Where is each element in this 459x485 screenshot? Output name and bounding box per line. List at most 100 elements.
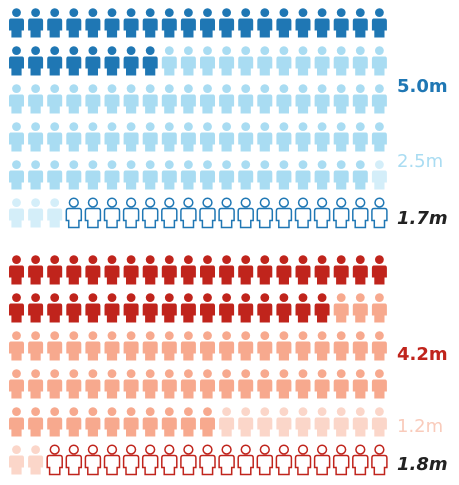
person-icon-g1-70 <box>200 369 215 399</box>
person-icon-g1-41 <box>28 331 44 361</box>
person-icon-g0-91 <box>219 160 235 190</box>
person-icon-g1-18 <box>352 255 368 285</box>
person-icon-g0-106 <box>122 197 140 229</box>
person-icon-g0-27 <box>142 46 158 76</box>
person-icon-g1-65 <box>104 369 120 399</box>
person-icon-g1-0 <box>9 255 24 285</box>
person-icon-g0-100 <box>9 198 24 228</box>
person-icon-g0-57 <box>333 84 349 114</box>
person-icon-g1-113 <box>256 444 274 476</box>
person-icon-g1-96 <box>314 407 330 437</box>
person-icon-g0-54 <box>276 84 292 114</box>
person-icon-g0-41 <box>28 84 44 114</box>
person-icon-g1-101 <box>28 445 44 475</box>
person-icon-g0-33 <box>257 46 273 76</box>
person-icon-g1-48 <box>161 331 177 361</box>
person-icon-g0-0 <box>9 8 24 38</box>
person-icon-g0-112 <box>237 197 254 229</box>
person-icon-g0-108 <box>161 197 178 229</box>
label-blue-5m: 5.0m <box>397 76 448 97</box>
person-icon-g0-116 <box>313 197 331 229</box>
person-icon-g0-63 <box>66 122 82 152</box>
person-icon-g1-20 <box>9 293 24 323</box>
person-icon-g1-69 <box>180 369 196 399</box>
person-icon-g1-50 <box>200 331 215 361</box>
person-icon-g0-59 <box>371 84 387 114</box>
person-icon-g0-48 <box>161 84 177 114</box>
label-blue-2-5m: 2.5m <box>397 151 443 172</box>
person-icon-g0-39 <box>371 46 387 76</box>
person-icon-g1-61 <box>28 369 44 399</box>
person-icon-g0-24 <box>85 46 101 76</box>
person-icon-g0-6 <box>123 8 139 38</box>
person-icon-g1-98 <box>352 407 368 437</box>
person-icon-g0-12 <box>238 8 254 38</box>
person-icon-g0-76 <box>314 122 330 152</box>
person-icon-g0-17 <box>333 8 349 38</box>
person-icon-g0-7 <box>142 8 158 38</box>
person-icon-g1-105 <box>103 444 121 476</box>
person-icon-g0-49 <box>180 84 196 114</box>
person-icon-g0-61 <box>28 122 44 152</box>
person-icon-g1-37 <box>333 293 349 323</box>
person-icon-g0-23 <box>66 46 82 76</box>
person-icon-g0-110 <box>199 197 216 229</box>
person-icon-g1-83 <box>66 407 82 437</box>
person-icon-g1-93 <box>257 407 273 437</box>
person-icon-g0-80 <box>9 160 24 190</box>
person-icon-g1-88 <box>161 407 177 437</box>
person-icon-g1-111 <box>218 444 235 476</box>
person-icon-g1-86 <box>123 407 139 437</box>
person-icon-g1-1 <box>28 255 44 285</box>
person-icon-g0-111 <box>218 197 235 229</box>
person-icon-g0-50 <box>200 84 215 114</box>
person-icon-g0-69 <box>180 122 196 152</box>
person-icon-g1-92 <box>238 407 254 437</box>
person-icon-g0-32 <box>238 46 254 76</box>
person-icon-g0-53 <box>257 84 273 114</box>
person-icon-g1-63 <box>66 369 82 399</box>
person-icon-g0-102 <box>47 198 63 228</box>
person-icon-g1-100 <box>9 445 24 475</box>
person-icon-g0-78 <box>352 122 368 152</box>
person-icon-g0-31 <box>219 46 235 76</box>
person-icon-g0-96 <box>314 160 330 190</box>
person-icon-g1-91 <box>219 407 235 437</box>
person-icon-g0-14 <box>276 8 292 38</box>
person-icon-g0-60 <box>9 122 24 152</box>
person-icon-g0-99 <box>371 160 387 190</box>
person-icon-g1-95 <box>295 407 311 437</box>
person-icon-g1-73 <box>257 369 273 399</box>
person-icon-g1-45 <box>104 331 120 361</box>
person-icon-g0-20 <box>9 46 24 76</box>
person-icon-g0-70 <box>200 122 215 152</box>
person-icon-g0-94 <box>276 160 292 190</box>
person-icon-g1-107 <box>141 444 159 476</box>
person-icon-g1-25 <box>104 293 120 323</box>
person-icon-g0-37 <box>333 46 349 76</box>
person-icon-g1-64 <box>85 369 101 399</box>
person-icon-g1-117 <box>332 444 350 476</box>
person-icon-g1-104 <box>84 444 102 476</box>
person-icon-g1-102 <box>46 444 63 476</box>
person-icon-g1-6 <box>123 255 139 285</box>
person-icon-g1-39 <box>371 293 387 323</box>
person-icon-g1-89 <box>180 407 196 437</box>
person-icon-g1-74 <box>276 369 292 399</box>
person-icon-g1-106 <box>122 444 140 476</box>
person-icon-g1-35 <box>295 293 311 323</box>
person-icon-g1-87 <box>142 407 158 437</box>
person-icon-g0-107 <box>141 197 159 229</box>
person-icon-g0-97 <box>333 160 349 190</box>
person-icon-g1-29 <box>180 293 196 323</box>
person-icon-g1-62 <box>47 369 63 399</box>
person-icon-g1-114 <box>275 444 293 476</box>
person-icon-g0-90 <box>200 160 215 190</box>
person-icon-g0-109 <box>180 197 197 229</box>
person-icon-g1-81 <box>28 407 44 437</box>
person-icon-g1-68 <box>161 369 177 399</box>
person-icon-g1-43 <box>66 331 82 361</box>
person-icon-g1-13 <box>257 255 273 285</box>
person-icon-g0-89 <box>180 160 196 190</box>
person-icon-g1-58 <box>352 331 368 361</box>
